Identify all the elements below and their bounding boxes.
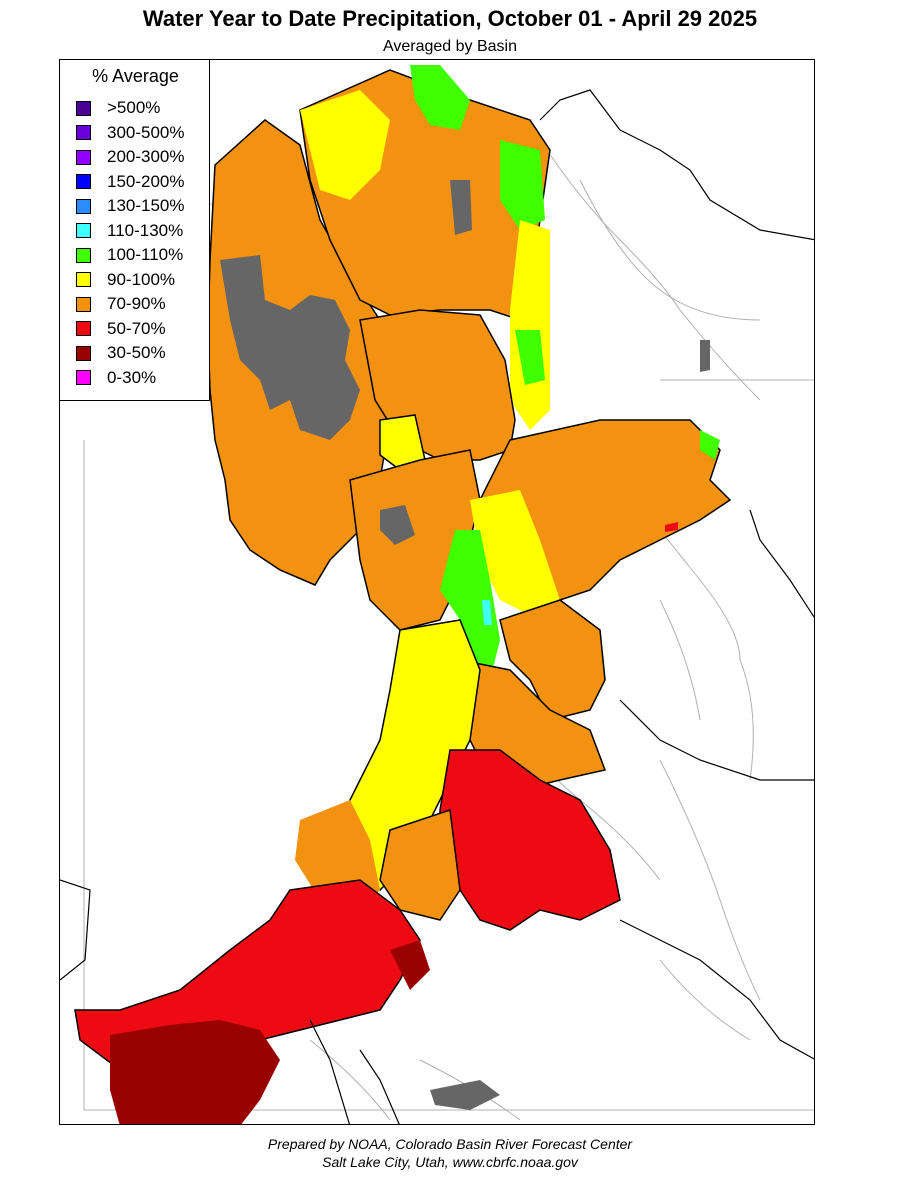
legend-swatch: [76, 100, 91, 116]
legend-swatch: [76, 247, 91, 263]
legend-swatch: [76, 174, 91, 189]
legend-label: 0-30%: [107, 367, 157, 387]
legend-swatch: [76, 272, 91, 287]
legend-label: 110-130%: [107, 220, 184, 240]
precipitation-map: [60, 65, 814, 1124]
region-100-110-north: [410, 65, 470, 130]
legend-swatch: [76, 321, 91, 336]
region-30-50-far-southwest: [110, 1020, 280, 1124]
legend-label: >500%: [107, 98, 161, 117]
map-subtitle: Averaged by Basin: [382, 38, 517, 55]
region-90-100-east: [470, 490, 560, 620]
legend-swatch: [76, 198, 91, 214]
no-data-midwest-patch: [380, 505, 415, 545]
legend-label: 100-110%: [107, 245, 184, 264]
legend-item: 200-300%: [76, 147, 185, 167]
region-110-130-corridor: [482, 600, 492, 625]
footer-credit-line-1: Prepared by NOAA, Colorado Basin River F…: [267, 1136, 633, 1152]
legend-label: 70-90%: [107, 294, 166, 313]
legend-label: 90-100%: [107, 269, 176, 289]
map-frame: [59, 59, 815, 1125]
legend-item: >500%: [76, 98, 160, 118]
legend-swatch: [76, 370, 91, 385]
region-70-90-south-east-edge: [379, 808, 461, 921]
legend-item: 100-110%: [76, 245, 183, 265]
state-borders: [60, 89, 814, 1124]
no-data-lake-west: [220, 255, 360, 440]
no-data-lake-east: [700, 340, 710, 372]
river-lines: [60, 139, 814, 1121]
region-100-110-east: [700, 430, 720, 460]
legend-item: 70-90%: [76, 294, 166, 314]
legend-swatch: [76, 149, 91, 165]
no-data-lake-southeast: [430, 1080, 500, 1110]
legend-item: 50-70%: [76, 319, 166, 339]
legend-swatch: [76, 296, 91, 312]
region-30-50-south-notch: [390, 940, 430, 990]
footer-credit-line-2: Salt Lake City, Utah, www.cbrfc.noaa.gov: [322, 1154, 578, 1170]
legend-label: 150-200%: [107, 171, 185, 191]
region-50-70-east-spot: [665, 522, 678, 532]
legend-item: 0-30%: [76, 368, 156, 388]
legend-swatch: [76, 125, 91, 140]
map-title: Water Year to Date Precipitation, Octobe…: [142, 6, 758, 31]
legend-label: 300-500%: [107, 122, 185, 142]
legend-label: 30-50%: [107, 343, 166, 362]
no-data-north-patch: [450, 180, 472, 235]
region-50-70-south: [439, 749, 621, 931]
region-100-110-northeast: [500, 140, 545, 230]
legend-label: 200-300%: [107, 147, 185, 166]
legend-label: 50-70%: [107, 318, 166, 338]
legend-item: 30-50%: [76, 343, 166, 363]
legend-label: 130-150%: [107, 196, 185, 215]
legend-swatch: [76, 345, 91, 361]
legend-item: 110-130%: [76, 221, 183, 241]
legend-item: 150-200%: [76, 172, 185, 192]
region-70-90-southeast: [499, 599, 606, 721]
region-90-100-north: [300, 90, 390, 200]
legend-title: % Average: [92, 66, 179, 86]
legend-item: 130-150%: [76, 196, 185, 216]
legend-item: 90-100%: [76, 270, 175, 290]
legend-box: % Average >500% 300-500% 200-300% 150-200% 1…: [59, 59, 210, 401]
region-100-110-corridor: [440, 530, 500, 680]
legend-item: 300-500%: [76, 123, 185, 143]
legend-swatch: [76, 223, 91, 238]
region-100-110-east-strip: [515, 330, 545, 385]
